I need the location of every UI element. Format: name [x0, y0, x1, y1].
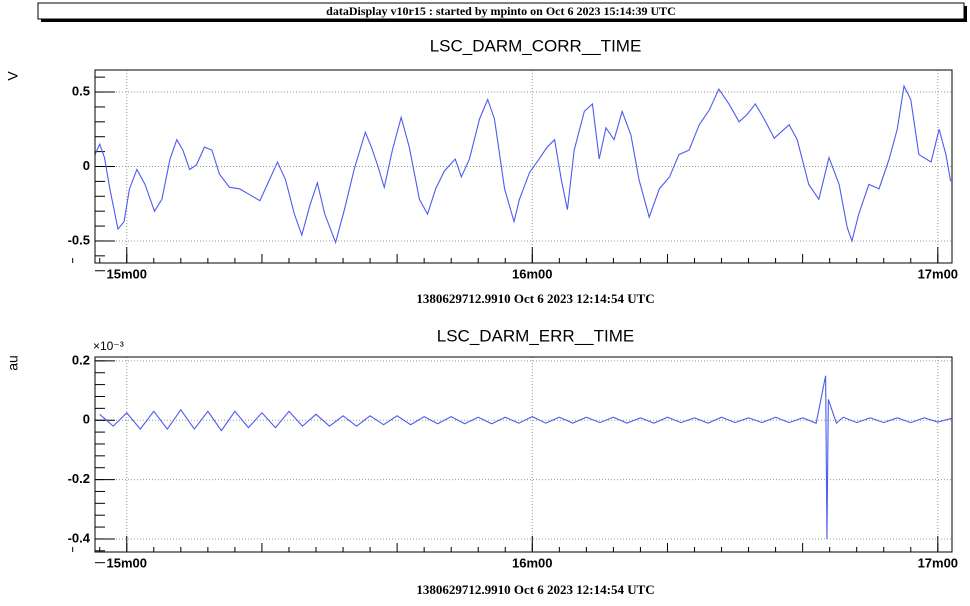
x-tick-label: 16m00: [512, 266, 552, 281]
header-title: dataDisplay v10r15 : started by mpinto o…: [326, 4, 676, 18]
y-tick-label: -0.2: [68, 471, 90, 486]
x-tick-label: 17m00: [918, 555, 958, 570]
chart-title: LSC_DARM_ERR__TIME: [437, 326, 634, 345]
y-tick-label: -0.4: [68, 530, 91, 545]
y-axis-label: au: [5, 355, 21, 371]
x-tick-label: 15m00: [107, 266, 147, 281]
plot-frame: [94, 69, 953, 264]
plot-border: [94, 69, 953, 264]
signal-trace: [99, 375, 952, 539]
y-tick-label: 0: [83, 158, 90, 173]
signal-trace: [95, 84, 952, 245]
y-tick-label: -0.5: [68, 232, 90, 247]
header-box: [37, 2, 965, 20]
y-axis-label: V: [5, 71, 21, 81]
x-tick-label: 16m00: [512, 555, 552, 570]
y-tick-label: 0.2: [72, 352, 90, 367]
plot-frame: [94, 356, 953, 553]
plot-border: [94, 356, 953, 553]
x-tick-label: 17m00: [918, 266, 958, 281]
y-scale-label: ×10⁻³: [93, 339, 124, 353]
x-tick-label: 15m00: [107, 555, 147, 570]
x-axis-label: 1380629712.9910 Oct 6 2023 12:14:54 UTC: [416, 582, 654, 597]
y-tick-label: 0.5: [72, 83, 90, 98]
y-tick-label: 0: [83, 412, 90, 427]
x-axis-label: 1380629712.9910 Oct 6 2023 12:14:54 UTC: [416, 291, 654, 306]
chart-title: LSC_DARM_CORR__TIME: [430, 36, 642, 55]
